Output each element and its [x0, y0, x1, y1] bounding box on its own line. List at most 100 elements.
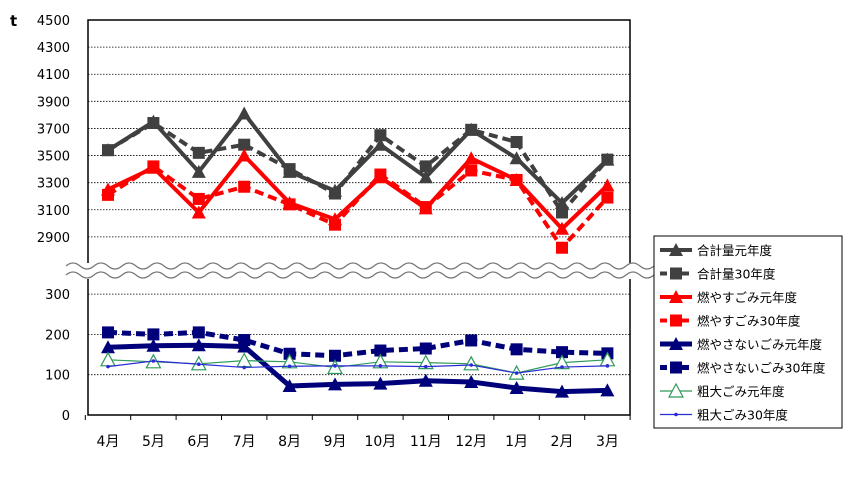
plot-frames [84, 19, 631, 420]
series-line [106, 111, 609, 205]
data-point [419, 201, 432, 214]
x-tick-label: 3月 [596, 434, 619, 450]
legend-marker [674, 412, 678, 417]
data-point [373, 376, 388, 390]
data-point [192, 192, 205, 205]
x-tick-labels: 4月 5月 6月 7月 8月 9月 10月 11月 12月 1月 2月 3月 [97, 434, 619, 450]
y-tick-label: 200 [45, 328, 70, 343]
data-point [191, 205, 206, 219]
data-point [151, 359, 156, 363]
data-point [374, 129, 387, 142]
break-wave-top [65, 262, 655, 270]
upper-gridlines [88, 46, 630, 238]
data-point [147, 117, 160, 130]
data-point [418, 373, 433, 387]
x-tick-label: 10月 [364, 434, 396, 450]
data-point [372, 353, 389, 369]
data-point [419, 342, 432, 355]
legend-label: 合計量元年度 [697, 243, 773, 258]
data-point [333, 364, 337, 368]
data-point [329, 349, 341, 362]
data-point [191, 164, 206, 178]
data-point [238, 138, 251, 151]
data-point [242, 365, 246, 370]
data-point [147, 328, 160, 341]
x-tick-label: 9月 [324, 434, 347, 450]
data-point [99, 351, 117, 367]
data-point [373, 137, 388, 151]
y-tick-label: 4300 [37, 41, 70, 56]
data-point [282, 378, 297, 392]
legend: 合計量元年度合計量30年度燃やすごみ元年度燃やすごみ30年度燃やさないごみ元年度… [653, 235, 843, 429]
data-point [102, 144, 114, 157]
data-point [556, 241, 568, 254]
series-8 [106, 359, 610, 375]
data-point [556, 206, 568, 219]
data-point [560, 365, 564, 369]
y-tick-label: 4100 [37, 68, 70, 83]
series-6 [102, 326, 614, 362]
data-point [514, 371, 519, 375]
data-point [556, 346, 568, 359]
y-tick-label: 3300 [37, 177, 70, 192]
data-point [102, 326, 114, 339]
unit-label: t [10, 12, 17, 30]
data-point [555, 384, 569, 398]
data-point [101, 340, 115, 354]
x-tick-label: 6月 [187, 434, 210, 450]
legend-marker [669, 337, 683, 350]
series-5 [101, 338, 615, 398]
x-tick-label: 2月 [551, 434, 574, 450]
data-point [191, 338, 206, 352]
x-tick-label: 8月 [278, 434, 301, 450]
data-point [465, 164, 478, 177]
data-point [236, 352, 253, 368]
series-line [106, 121, 609, 215]
upper-y-tick-labels: 2900 3100 3300 3500 3700 3900 4100 4300 4500 [37, 14, 70, 246]
data-point [424, 364, 428, 369]
data-point [601, 191, 614, 204]
y-tick-label: 300 [45, 288, 70, 303]
x-tick-label: 7月 [233, 434, 256, 450]
data-point [287, 364, 292, 369]
data-point [510, 173, 523, 186]
data-point [237, 148, 252, 162]
data-point [509, 381, 524, 395]
data-point [510, 136, 523, 148]
y-tick-label: 3900 [37, 95, 70, 110]
legend-label: 粗大ごみ元年度 [697, 384, 785, 399]
x-tick-label: 12月 [455, 434, 487, 450]
y-tick-label: 2900 [37, 231, 70, 246]
x-tick-label: 4月 [97, 434, 120, 450]
break-wave-bottom [65, 271, 655, 279]
data-point [417, 354, 434, 370]
data-point [510, 343, 523, 356]
data-point [329, 187, 341, 200]
legend-label: 合計量30年度 [697, 267, 776, 282]
data-point [237, 106, 252, 120]
legend-box [653, 235, 843, 429]
legend-marker [670, 314, 682, 327]
series-2 [102, 117, 614, 219]
data-point [106, 364, 110, 369]
data-point [469, 363, 474, 367]
legend-label: 燃やすごみ30年度 [697, 314, 801, 329]
data-point [374, 344, 387, 357]
data-point [509, 151, 524, 165]
series-layer [99, 106, 616, 398]
legend-label: 粗大ごみ30年度 [697, 408, 788, 423]
legend-marker [670, 267, 682, 280]
y-tick-label: 4500 [37, 14, 70, 29]
series-line [107, 342, 608, 395]
data-point [601, 153, 614, 166]
series-line [107, 329, 608, 359]
series-line [107, 360, 608, 374]
data-point [465, 334, 478, 347]
data-point [197, 362, 201, 367]
legend-marker [667, 382, 685, 398]
data-point [464, 151, 479, 165]
data-point [283, 198, 296, 211]
x-tick-label: 5月 [142, 434, 165, 450]
data-point [419, 160, 432, 173]
y-tick-label: 100 [45, 369, 70, 384]
